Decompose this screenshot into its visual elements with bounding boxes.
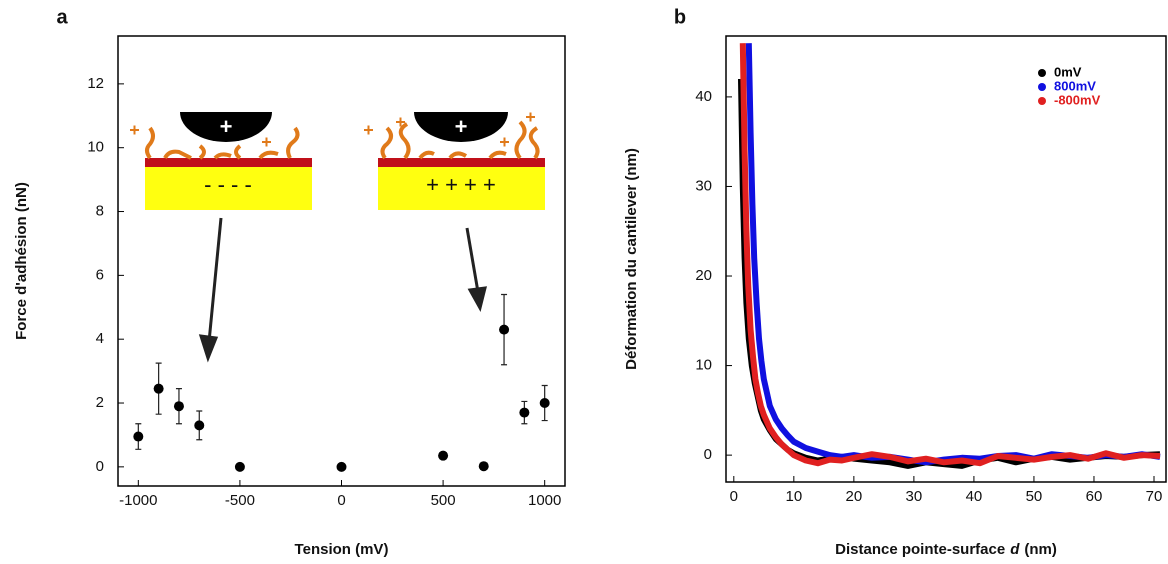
data-point (173, 401, 184, 412)
data-point (153, 383, 164, 394)
x-axis-label: Distance pointe-surface d (nm) (835, 541, 1057, 558)
x-tick-label: -500 (225, 492, 255, 509)
legend-label: -800mV (1054, 92, 1101, 107)
legend-marker (1038, 83, 1046, 91)
data-line (739, 43, 1161, 467)
y-tick-label: 2 (96, 394, 104, 411)
data-point (133, 431, 144, 442)
data-point (336, 461, 347, 472)
plot-frame (117, 35, 566, 487)
annotation: + (455, 114, 468, 139)
y-tick-label: 10 (695, 357, 712, 374)
data-point (438, 450, 449, 461)
data-point (499, 324, 510, 335)
x-axis-label-symbol: d (1010, 541, 1020, 558)
y-tick-label: 0 (704, 446, 712, 463)
x-tick-label: 30 (906, 488, 923, 505)
y-tick-label: 20 (695, 267, 712, 284)
x-tick-label: 10 (785, 488, 802, 505)
annotation: + + + + (426, 172, 496, 197)
legend-marker (1038, 97, 1046, 105)
panel-label: a (56, 6, 68, 28)
y-tick-label: 8 (96, 203, 104, 220)
x-tick-label: 50 (1026, 488, 1043, 505)
x-tick-label: 20 (846, 488, 863, 505)
arrows (198, 217, 487, 363)
y-tick-label: 6 (96, 266, 104, 283)
x-tick-label: 0 (337, 492, 345, 509)
y-tick-label: 30 (695, 177, 712, 194)
legend-label: 0mV (1054, 64, 1082, 79)
y-axis-label: Déformation du cantilever (nm) (623, 148, 640, 370)
x-tick-label: 0 (730, 488, 738, 505)
x-tick-label: 1000 (528, 492, 561, 509)
annotation: + (220, 114, 233, 139)
y-tick-label: 10 (87, 139, 104, 156)
data-point (194, 420, 205, 431)
schematic-negative: + - - - - (130, 112, 312, 210)
x-axis-label-text: Distance pointe-surface (835, 541, 1005, 558)
y-tick-label: 4 (96, 330, 104, 347)
data-point (234, 461, 245, 472)
x-axis-label: Tension (mV) (295, 541, 389, 558)
plot-frame (725, 35, 1167, 483)
x-tick-label: -1000 (119, 492, 157, 509)
x-tick-label: 60 (1086, 488, 1103, 505)
data-point (478, 461, 489, 472)
x-tick-label: 40 (966, 488, 983, 505)
y-tick-label: 12 (87, 75, 104, 92)
data-point (539, 398, 550, 409)
legend-label: 800mV (1054, 78, 1096, 93)
y-axis-label: Force d'adhésion (nN) (13, 182, 30, 340)
schematic-positive: + + + + + (364, 112, 545, 210)
x-tick-label: 70 (1146, 488, 1163, 505)
x-tick-label: 500 (431, 492, 456, 509)
x-axis-label-unit: (nm) (1024, 541, 1057, 558)
y-tick-label: 0 (96, 458, 104, 475)
legend-marker (1038, 69, 1046, 77)
data-point (519, 407, 530, 418)
annotation: - - - - (204, 172, 252, 197)
data-line (738, 78, 1161, 469)
y-tick-label: 40 (695, 88, 712, 105)
panel-label: b (674, 6, 686, 28)
